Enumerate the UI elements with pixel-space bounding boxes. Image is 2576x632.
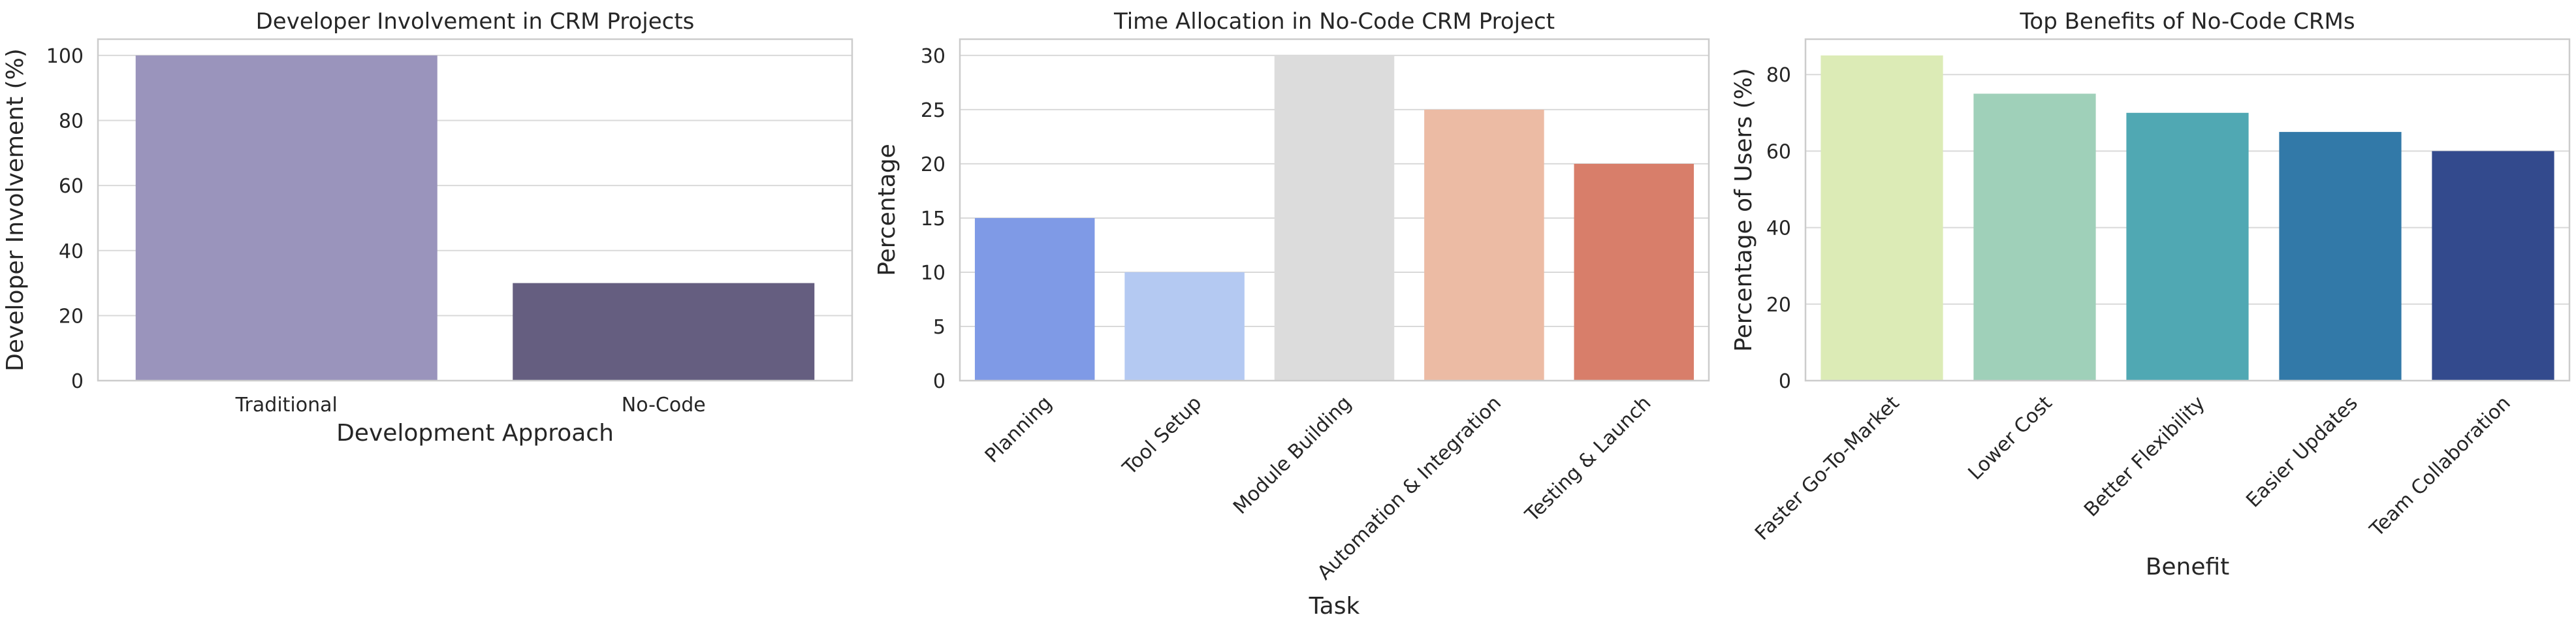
bar-better-flexibility (2126, 112, 2249, 381)
y-tick-label: 30 (921, 45, 946, 68)
y-tick-label: 80 (1766, 64, 1791, 87)
y-tick-label: 0 (71, 370, 84, 393)
x-tick-label: Planning (981, 392, 1057, 467)
y-axis-label: Percentage of Users (%) (1730, 68, 1757, 352)
y-tick-label: 25 (921, 99, 946, 122)
bar-lower-cost (1973, 93, 2096, 381)
y-tick-label: 60 (59, 175, 84, 198)
y-tick-label: 0 (933, 370, 946, 393)
chart-title: Time Allocation in No-Code CRM Project (1113, 8, 1555, 35)
bar-testing-launch (1574, 163, 1694, 381)
x-tick-label: Testing & Launch (1521, 392, 1656, 527)
x-tick-label: Traditional (235, 394, 338, 417)
bar-traditional (135, 55, 437, 381)
chart-panel-time-allocation: 0 5 10 15 20 25 30 Planning Tool Setup Module Bui… (874, 8, 1710, 620)
x-tick-label: Easier Updates (2242, 392, 2362, 512)
y-axis-label: Developer Involvement (%) (2, 48, 29, 371)
x-tick-label: Module Building (1229, 392, 1356, 519)
y-tick-label: 40 (59, 240, 84, 263)
chart-panel-developer-involvement: 0 20 40 60 80 100 Traditional No-Code Developer … (2, 8, 853, 447)
bar-planning (974, 217, 1095, 381)
x-tick-label: Team Collaboration (2365, 392, 2515, 542)
y-axis-label: Percentage (874, 144, 900, 276)
x-tick-label: Tool Setup (1118, 392, 1206, 480)
x-tick-label: Lower Cost (1964, 392, 2057, 484)
chart-title: Developer Involvement in CRM Projects (256, 8, 695, 35)
y-tick-label: 100 (46, 45, 84, 68)
y-tick-label: 20 (921, 153, 946, 176)
y-tick-label: 60 (1766, 140, 1791, 163)
y-tick-label: 40 (1766, 217, 1791, 240)
x-axis-label: Benefit (2146, 554, 2230, 580)
bar-automation-integration (1424, 109, 1544, 381)
x-axis-label: Task (1309, 593, 1360, 620)
x-tick-label: Better Flexibility (2080, 392, 2210, 522)
bar-faster-go-to-market (1821, 55, 1943, 381)
y-tick-label: 20 (1766, 294, 1791, 317)
y-tick-label: 0 (1779, 370, 1791, 393)
y-tick-label: 10 (921, 262, 946, 285)
bar-easier-updates (2279, 132, 2402, 381)
y-tick-label: 80 (59, 110, 84, 133)
plot-frame (1804, 38, 2571, 382)
y-tick-label: 5 (933, 316, 946, 339)
bar-no-code (513, 283, 815, 381)
x-tick-label: Faster Go-To-Market (1751, 392, 1904, 545)
y-tick-label: 20 (59, 305, 84, 328)
y-tick-label: 15 (921, 208, 946, 230)
bar-module-building (1274, 55, 1395, 381)
plot-frame (959, 38, 1710, 382)
x-axis-label: Development Approach (336, 420, 614, 447)
bar-team-collaboration (2432, 151, 2554, 381)
chart-title: Top Benefits of No-Code CRMs (2019, 8, 2355, 35)
bar-tool-setup (1124, 272, 1245, 381)
x-tick-label: No-Code (622, 394, 706, 417)
plot-frame (97, 38, 853, 382)
